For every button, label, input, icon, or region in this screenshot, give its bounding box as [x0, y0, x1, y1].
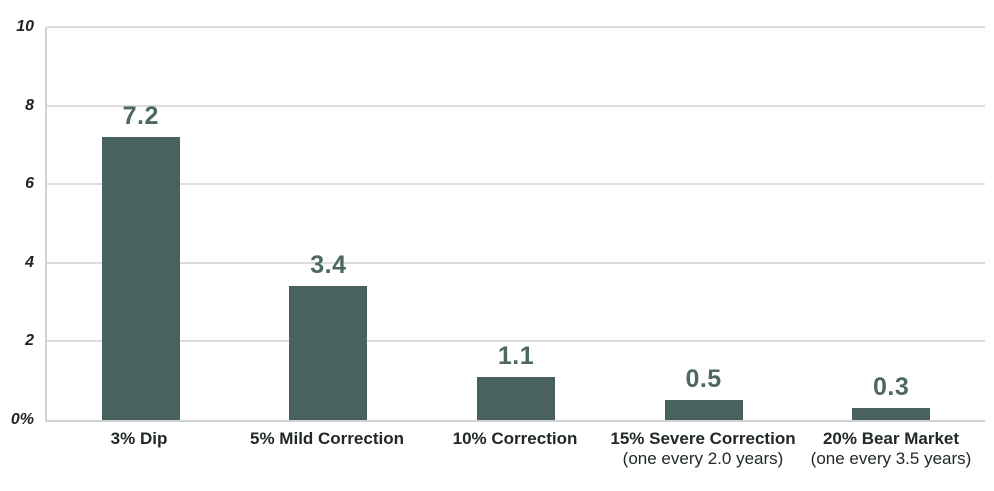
- category-label: 10% Correction: [421, 429, 609, 470]
- gridline: [47, 104, 985, 107]
- y-tick-label: 2: [25, 332, 34, 350]
- gridline: [47, 26, 985, 28]
- bar-value-label: 7.2: [122, 102, 159, 131]
- y-tick-label: 10: [16, 18, 34, 35]
- y-tick-label: 0%: [10, 411, 34, 428]
- bar-value-label: 3.4: [310, 251, 347, 280]
- bar-slot: 7.2: [47, 27, 235, 420]
- bar-slot: 0.5: [610, 27, 798, 420]
- category-label: 3% Dip: [45, 429, 233, 470]
- category-label-sub: (one every 2.0 years): [622, 449, 784, 469]
- gridline: [47, 183, 985, 186]
- category-label: 5% Mild Correction: [233, 429, 421, 470]
- bar: [852, 408, 931, 420]
- category-label-sub: (one every 3.5 years): [810, 449, 972, 469]
- category-label-main: 5% Mild Correction: [250, 429, 404, 448]
- bar-slot: 3.4: [235, 27, 423, 420]
- plot-area: 7.2 3.4 1.1 0.5 0.3: [45, 26, 985, 422]
- bar: [664, 400, 743, 420]
- y-tick-label: 8: [25, 96, 34, 114]
- gridline: [47, 340, 985, 343]
- bar-value-label: 1.1: [497, 341, 535, 370]
- category-label-main: 15% Severe Correction: [610, 429, 796, 448]
- bars-row: 7.2 3.4 1.1 0.5 0.3: [47, 27, 985, 420]
- y-tick-label: 6: [25, 175, 34, 193]
- bar-value-label: 0.5: [685, 365, 722, 394]
- bar: [101, 137, 180, 420]
- gridline: [47, 261, 985, 264]
- category-label: 15% Severe Correction (one every 2.0 year…: [609, 429, 797, 470]
- category-label-main: 20% Bear Market: [822, 429, 960, 448]
- bar-value-label: 0.3: [873, 373, 910, 402]
- category-label-main: 3% Dip: [110, 429, 168, 448]
- bar-slot: 1.1: [422, 27, 610, 420]
- bar: [289, 286, 368, 420]
- categories-row: 3% Dip 5% Mild Correction 10% Correction 15…: [45, 429, 985, 470]
- y-tick-label: 4: [25, 253, 34, 271]
- y-axis: 0% 2 4 6 8 10: [0, 18, 38, 428]
- bar-slot: 0.3: [797, 27, 985, 420]
- category-label-main: 10% Correction: [452, 429, 578, 448]
- category-label: 20% Bear Market (one every 3.5 years): [797, 429, 985, 470]
- bar: [476, 376, 555, 420]
